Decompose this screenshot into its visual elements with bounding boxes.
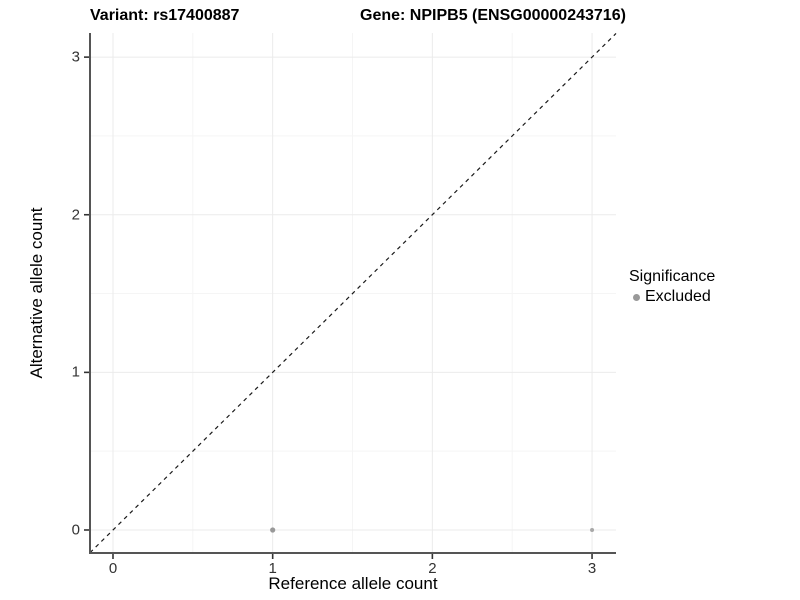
legend-point-icon [633, 293, 640, 301]
identity-line [89, 33, 617, 554]
x-tick-label: 0 [108, 560, 118, 577]
legend-title: Significance [629, 268, 716, 285]
y-tick-label: 3 [71, 48, 80, 66]
data-point [590, 527, 595, 532]
legend: Significance Excluded [629, 268, 715, 306]
y-tick-label: 0 [71, 521, 80, 539]
x-tick-label: 3 [587, 560, 597, 577]
legend-entry-excluded: Excluded [633, 288, 715, 306]
x-tick-label: 1 [268, 560, 277, 577]
plot-title-gene: Gene: NPIPB5 (ENSG00000243716) [360, 7, 626, 24]
x-axis-title: Reference allele count [268, 574, 438, 593]
plot-title-variant: Variant: rs17400887 [90, 7, 240, 24]
y-tick-label: 1 [71, 363, 80, 381]
legend-entry-label: Excluded [645, 288, 711, 305]
x-tick-label: 2 [428, 560, 437, 577]
y-tick-label: 2 [71, 206, 80, 224]
data-point [270, 527, 276, 533]
